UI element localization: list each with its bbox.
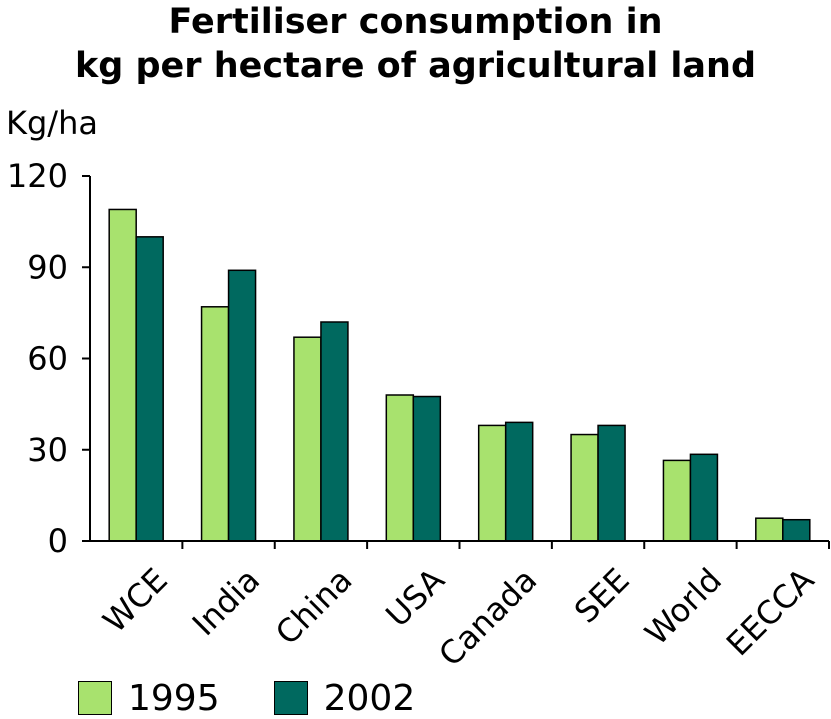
- chart-title-line-1: Fertiliser consumption in: [168, 2, 663, 42]
- bar-2002-china: [320, 321, 349, 542]
- x-tick-label-china: China: [268, 561, 360, 653]
- bar-1995-india: [200, 306, 230, 542]
- bar-1995-world: [662, 459, 692, 542]
- bar-1995-china: [293, 336, 322, 542]
- y-tick-label-90: 90: [27, 248, 68, 286]
- legend: 1995 2002: [78, 677, 469, 719]
- bar-2002-usa: [412, 395, 442, 542]
- bar-1995-eecca: [755, 517, 784, 542]
- bar-1995-canada: [477, 424, 507, 542]
- legend-swatch-1995: [78, 681, 112, 715]
- bar-2002-world: [689, 453, 719, 542]
- bar-2002-canada: [504, 421, 534, 542]
- x-tick-label-eecca: EECCA: [719, 561, 822, 664]
- chart-title-line-2: kg per hectare of agricultural land: [74, 46, 757, 86]
- x-tick-label-usa: USA: [378, 561, 452, 635]
- legend-item-2002: 2002: [273, 677, 416, 719]
- x-tick-label-wce: WCE: [95, 561, 174, 640]
- legend-item-1995: 1995: [78, 678, 220, 719]
- y-tick-label-30: 30: [27, 431, 68, 469]
- bar-2002-see: [597, 424, 626, 542]
- legend-swatch-2002: [273, 681, 308, 715]
- bar-1995-wce: [108, 208, 137, 542]
- bar-1995-see: [570, 433, 599, 542]
- y-axis-label: Kg/ha: [6, 104, 98, 142]
- bar-1995-usa: [385, 394, 415, 542]
- y-tick-label-60: 60: [27, 340, 68, 378]
- chart-title: Fertiliser consumption in kg per hectare…: [0, 0, 831, 88]
- x-tick-label-india: India: [185, 561, 267, 643]
- bar-2002-eecca: [782, 518, 811, 542]
- y-tick-label-0: 0: [48, 522, 68, 560]
- bar-2002-wce: [135, 236, 164, 542]
- x-tick-label-world: World: [637, 561, 729, 653]
- legend-label-2002: 2002: [323, 677, 416, 719]
- legend-label-1995: 1995: [128, 677, 220, 719]
- x-tick-label-canada: Canada: [431, 561, 544, 674]
- x-tick-label-see: SEE: [567, 561, 637, 631]
- bar-2002-india: [227, 269, 257, 542]
- y-tick-label-120: 120: [7, 157, 68, 195]
